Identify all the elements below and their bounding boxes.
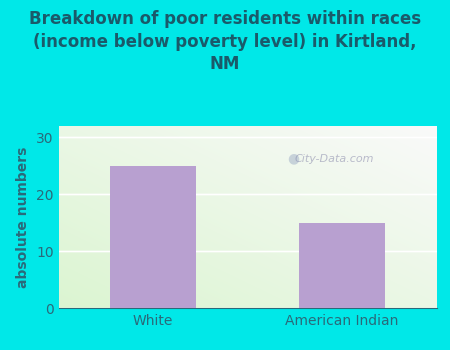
Bar bbox=[111, 166, 195, 308]
Text: ●: ● bbox=[287, 152, 299, 166]
Y-axis label: absolute numbers: absolute numbers bbox=[17, 146, 31, 288]
Text: Breakdown of poor residents within races
(income below poverty level) in Kirtlan: Breakdown of poor residents within races… bbox=[29, 10, 421, 73]
Text: City-Data.com: City-Data.com bbox=[295, 154, 374, 164]
Bar bbox=[300, 223, 384, 308]
